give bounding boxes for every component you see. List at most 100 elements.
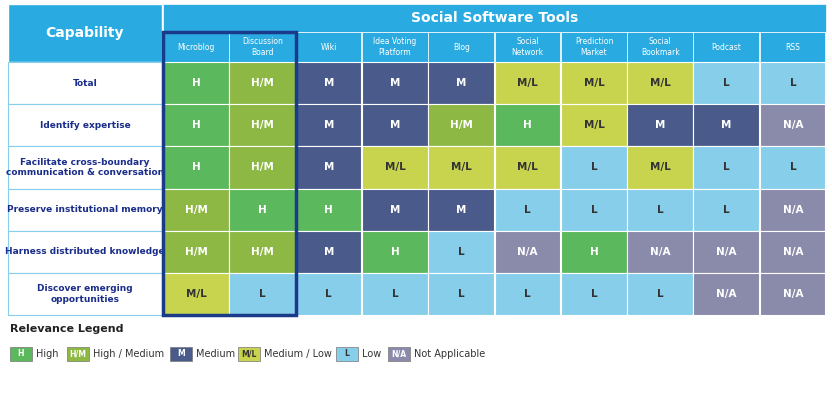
Bar — [362, 32, 428, 62]
Text: Microblog: Microblog — [177, 43, 215, 51]
Text: M/L: M/L — [518, 78, 538, 88]
Text: High / Medium: High / Medium — [93, 349, 164, 359]
Bar — [295, 231, 361, 273]
Bar — [693, 273, 759, 315]
Bar — [163, 188, 229, 231]
Bar — [163, 62, 229, 104]
Bar — [627, 188, 693, 231]
Bar — [295, 62, 361, 104]
Bar — [627, 231, 693, 273]
Text: H: H — [258, 205, 267, 215]
Text: L: L — [591, 289, 597, 299]
Bar — [362, 104, 428, 146]
Bar — [163, 231, 229, 273]
Bar — [230, 188, 295, 231]
Bar — [8, 104, 162, 146]
Text: N/A: N/A — [518, 247, 538, 257]
Text: H/M: H/M — [251, 247, 274, 257]
Text: H: H — [191, 162, 201, 172]
Bar — [171, 347, 192, 361]
Bar — [388, 347, 409, 361]
Text: M: M — [324, 120, 334, 130]
Text: H: H — [17, 350, 24, 358]
Bar — [693, 104, 759, 146]
Text: H/M: H/M — [450, 120, 473, 130]
Bar — [8, 273, 162, 315]
Bar — [494, 146, 560, 188]
Text: M: M — [655, 120, 666, 130]
Bar — [760, 146, 825, 188]
Text: M/L: M/L — [650, 78, 671, 88]
Bar — [627, 104, 693, 146]
Bar — [627, 273, 693, 315]
Text: M/L: M/L — [241, 350, 256, 358]
Bar — [561, 188, 626, 231]
Bar — [362, 62, 428, 104]
Bar — [163, 4, 826, 32]
Text: L: L — [392, 289, 399, 299]
Bar — [428, 231, 494, 273]
Bar — [163, 146, 229, 188]
Text: M/L: M/L — [518, 162, 538, 172]
Text: N/A: N/A — [716, 289, 737, 299]
Bar — [295, 188, 361, 231]
Text: M: M — [390, 78, 400, 88]
Bar — [8, 146, 162, 188]
Text: Idea Voting
Platform: Idea Voting Platform — [374, 37, 417, 57]
Text: Discussion
Board: Discussion Board — [242, 37, 283, 57]
Bar — [238, 347, 260, 361]
Bar — [428, 62, 494, 104]
Text: Prediction
Market: Prediction Market — [575, 37, 613, 57]
Text: H/M: H/M — [251, 78, 274, 88]
Bar — [67, 347, 89, 361]
Text: L: L — [325, 289, 332, 299]
Bar — [295, 104, 361, 146]
Bar — [760, 231, 825, 273]
Text: L: L — [790, 162, 796, 172]
Text: H: H — [391, 247, 399, 257]
Text: L: L — [458, 247, 464, 257]
Text: L: L — [591, 162, 597, 172]
Bar — [8, 62, 162, 104]
Text: H: H — [191, 120, 201, 130]
Bar — [230, 62, 295, 104]
Bar — [494, 104, 560, 146]
Text: H/M: H/M — [185, 247, 208, 257]
Text: M/L: M/L — [583, 120, 604, 130]
Text: M: M — [324, 247, 334, 257]
Bar — [230, 32, 295, 62]
Bar — [494, 62, 560, 104]
Text: Medium: Medium — [196, 349, 235, 359]
Bar — [494, 231, 560, 273]
Text: L: L — [458, 289, 464, 299]
Bar — [163, 32, 295, 315]
Bar — [760, 104, 825, 146]
Text: L: L — [344, 350, 349, 358]
Bar — [561, 62, 626, 104]
Bar — [8, 231, 162, 273]
Text: Social
Network: Social Network — [512, 37, 544, 57]
Text: M/L: M/L — [384, 162, 405, 172]
Text: Medium / Low: Medium / Low — [264, 349, 331, 359]
Bar — [693, 146, 759, 188]
Text: N/A: N/A — [783, 247, 803, 257]
Bar — [428, 32, 494, 62]
Bar — [561, 104, 626, 146]
Bar — [693, 188, 759, 231]
Text: M: M — [390, 120, 400, 130]
Bar — [693, 231, 759, 273]
Text: H/M: H/M — [69, 350, 87, 358]
Bar — [627, 62, 693, 104]
Bar — [336, 347, 358, 361]
Bar — [494, 188, 560, 231]
Bar — [230, 231, 295, 273]
Text: L: L — [591, 205, 597, 215]
Bar — [295, 32, 361, 62]
Bar — [163, 273, 229, 315]
Text: Blog: Blog — [453, 43, 470, 51]
Bar — [428, 188, 494, 231]
Bar — [627, 146, 693, 188]
Bar — [561, 146, 626, 188]
Bar — [230, 146, 295, 188]
Text: Discover emerging
opportunities: Discover emerging opportunities — [37, 284, 133, 304]
